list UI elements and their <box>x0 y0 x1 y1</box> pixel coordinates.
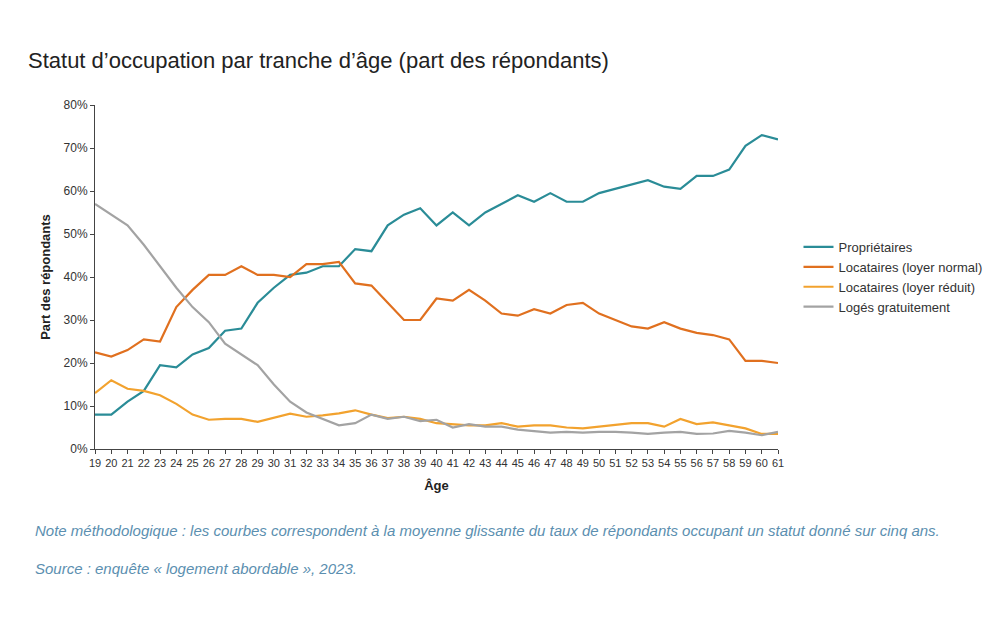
svg-text:Source : enquête « logement ab: Source : enquête « logement abordable »,… <box>35 560 357 577</box>
svg-text:39: 39 <box>414 457 426 469</box>
svg-text:10%: 10% <box>64 399 88 413</box>
svg-text:58: 58 <box>723 457 735 469</box>
svg-text:0%: 0% <box>70 442 88 456</box>
svg-text:44: 44 <box>495 457 507 469</box>
svg-text:24: 24 <box>170 457 182 469</box>
svg-text:49: 49 <box>577 457 589 469</box>
svg-text:31: 31 <box>284 457 296 469</box>
svg-text:61: 61 <box>772 457 784 469</box>
svg-text:25: 25 <box>186 457 198 469</box>
svg-text:29: 29 <box>251 457 263 469</box>
svg-text:40: 40 <box>430 457 442 469</box>
svg-text:Logés gratuitement: Logés gratuitement <box>838 300 950 315</box>
svg-text:Statut d’occupation par tranch: Statut d’occupation par tranche d’âge (p… <box>28 48 609 73</box>
svg-text:20: 20 <box>105 457 117 469</box>
svg-text:36: 36 <box>365 457 377 469</box>
svg-text:51: 51 <box>609 457 621 469</box>
svg-text:41: 41 <box>447 457 459 469</box>
svg-text:46: 46 <box>528 457 540 469</box>
svg-text:50%: 50% <box>64 227 88 241</box>
svg-text:21: 21 <box>121 457 133 469</box>
svg-text:28: 28 <box>235 457 247 469</box>
svg-text:56: 56 <box>691 457 703 469</box>
svg-text:34: 34 <box>333 457 345 469</box>
svg-text:43: 43 <box>479 457 491 469</box>
svg-text:53: 53 <box>642 457 654 469</box>
svg-text:47: 47 <box>544 457 556 469</box>
svg-text:70%: 70% <box>64 141 88 155</box>
svg-text:60: 60 <box>756 457 768 469</box>
svg-text:52: 52 <box>626 457 638 469</box>
svg-text:60%: 60% <box>64 184 88 198</box>
svg-text:48: 48 <box>560 457 572 469</box>
svg-text:Locataires (loyer normal): Locataires (loyer normal) <box>838 260 982 275</box>
svg-text:55: 55 <box>674 457 686 469</box>
svg-text:33: 33 <box>317 457 329 469</box>
svg-text:Locataires (loyer réduit): Locataires (loyer réduit) <box>838 280 975 295</box>
svg-text:54: 54 <box>658 457 670 469</box>
svg-text:Âge: Âge <box>424 478 449 493</box>
svg-text:38: 38 <box>398 457 410 469</box>
svg-text:35: 35 <box>349 457 361 469</box>
svg-text:Part des répondants: Part des répondants <box>38 214 53 340</box>
svg-text:20%: 20% <box>64 356 88 370</box>
svg-text:45: 45 <box>512 457 524 469</box>
svg-text:26: 26 <box>203 457 215 469</box>
svg-text:23: 23 <box>154 457 166 469</box>
svg-text:30: 30 <box>268 457 280 469</box>
svg-text:Propriétaires: Propriétaires <box>838 240 912 255</box>
svg-text:37: 37 <box>382 457 394 469</box>
svg-text:80%: 80% <box>64 98 88 112</box>
svg-text:27: 27 <box>219 457 231 469</box>
svg-text:59: 59 <box>739 457 751 469</box>
svg-text:40%: 40% <box>64 270 88 284</box>
svg-text:42: 42 <box>463 457 475 469</box>
svg-text:19: 19 <box>89 457 101 469</box>
svg-text:Note méthodologique : les cour: Note méthodologique : les courbes corres… <box>35 522 940 539</box>
svg-text:57: 57 <box>707 457 719 469</box>
svg-text:22: 22 <box>138 457 150 469</box>
svg-text:30%: 30% <box>64 313 88 327</box>
svg-text:32: 32 <box>300 457 312 469</box>
svg-text:50: 50 <box>593 457 605 469</box>
